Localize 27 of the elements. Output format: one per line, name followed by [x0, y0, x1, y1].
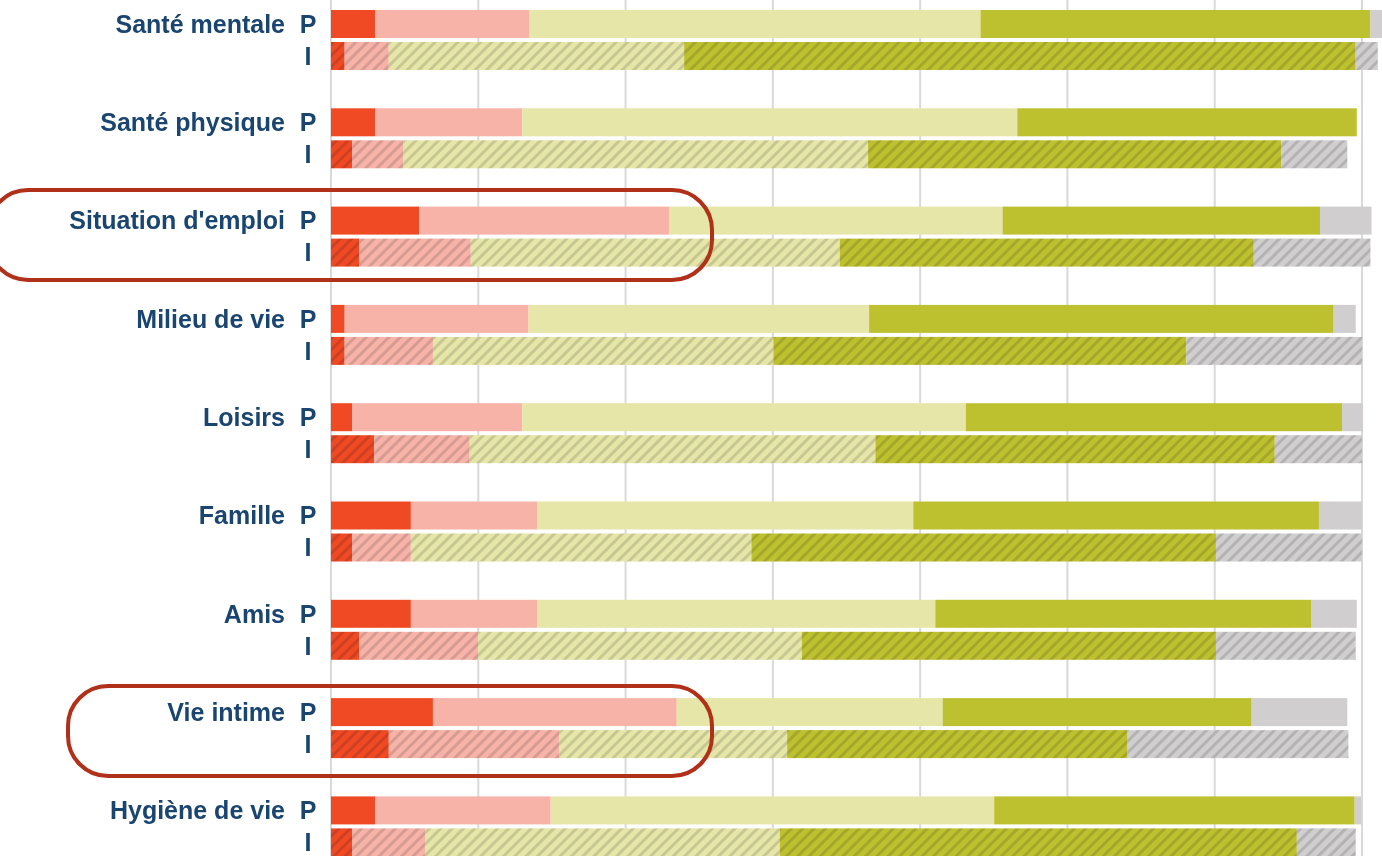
- y-tick-label: P: [299, 402, 317, 431]
- text: Vie intime: [167, 697, 286, 726]
- y-tick-label: I: [304, 140, 312, 169]
- y-tick-label: P: [299, 9, 317, 38]
- y-tick-label: I: [304, 828, 312, 856]
- text: Santé physique: [100, 108, 286, 137]
- y-tick-label: P: [299, 599, 317, 628]
- y-tick-label: P: [299, 206, 317, 235]
- y-tick-label: P: [299, 304, 317, 333]
- y-tick-label: I: [304, 336, 312, 365]
- text: Milieu de vie: [136, 304, 286, 333]
- y-tick-label: P: [299, 796, 317, 825]
- text: Famille: [198, 501, 286, 530]
- y-tick-label: I: [304, 631, 312, 660]
- y-tick-label: P: [299, 501, 317, 530]
- y-tick-label: P: [299, 697, 317, 726]
- text: Situation d'emploi: [69, 206, 285, 235]
- text: Hygiène de vie: [109, 796, 286, 825]
- y-tick-label: I: [304, 238, 312, 267]
- y-tick-label: I: [304, 41, 312, 70]
- y-tick-label: I: [304, 434, 312, 463]
- text: Loisirs: [203, 402, 285, 431]
- text: Santé mentale: [115, 9, 286, 38]
- y-tick-label: I: [304, 533, 312, 562]
- text: Amis: [223, 599, 285, 628]
- y-tick-label: I: [304, 729, 312, 758]
- y-tick-label: P: [299, 108, 317, 137]
